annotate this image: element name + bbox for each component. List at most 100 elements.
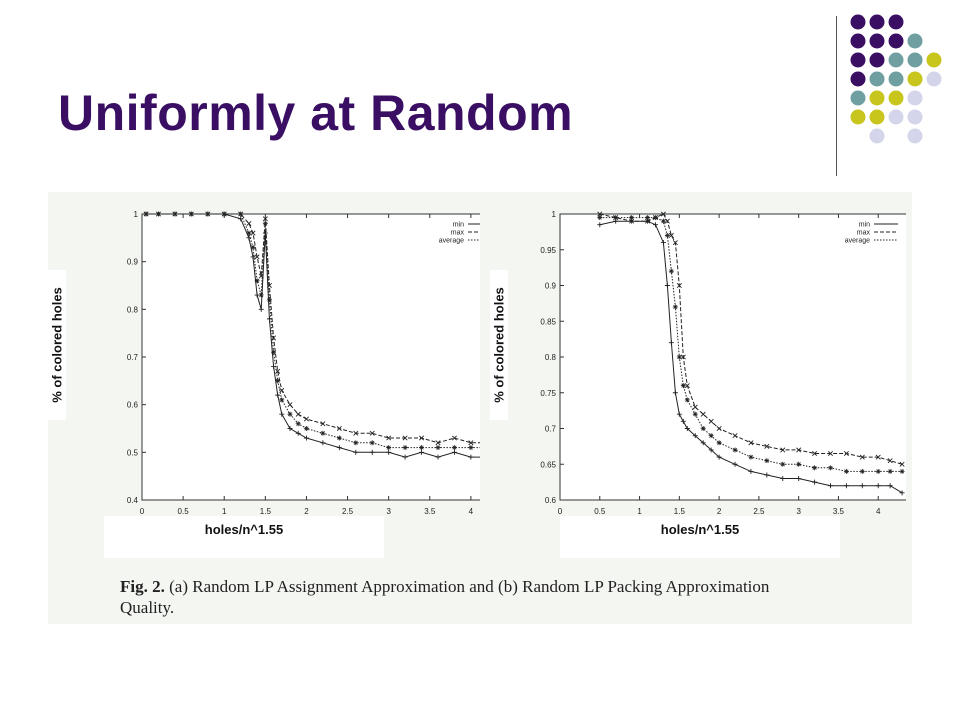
point-max [250, 230, 256, 236]
point-average [672, 304, 678, 310]
point-average [764, 458, 770, 464]
series-line-average [599, 217, 903, 472]
point-average [303, 426, 309, 431]
point-average [660, 218, 666, 224]
x-tick-label: 4 [469, 507, 474, 516]
point-min [660, 240, 666, 246]
x-tick-label: 3.5 [833, 507, 845, 516]
point-max [843, 451, 849, 457]
point-max [266, 282, 272, 289]
point-max [287, 402, 293, 408]
point-average [676, 354, 682, 360]
point-min [386, 449, 392, 455]
y-tick-label: 0.85 [540, 317, 556, 326]
point-min [748, 468, 754, 474]
point-average [172, 211, 178, 217]
point-average [353, 440, 359, 446]
point-average [250, 244, 256, 250]
chart-a: 00.511.522.533.544.50.40.50.60.70.80.91m… [80, 192, 480, 522]
decor-dot [888, 33, 904, 49]
point-average [221, 211, 227, 217]
point-average [435, 445, 441, 451]
point-average [258, 292, 264, 298]
point-average [875, 468, 881, 474]
point-max [451, 435, 457, 441]
point-min [279, 411, 285, 417]
point-min [435, 454, 441, 460]
point-min [676, 411, 682, 417]
point-max [369, 430, 375, 436]
point-average [188, 211, 194, 217]
point-average [205, 211, 211, 217]
x-tick-label: 0.5 [594, 507, 606, 516]
legend-label-average: average [439, 238, 464, 245]
point-min [597, 222, 603, 228]
y-tick-label: 1 [552, 210, 557, 219]
decor-dot [850, 90, 866, 106]
point-average [708, 433, 714, 439]
point-average [652, 215, 658, 221]
point-min [716, 454, 722, 460]
plot-frame [141, 213, 480, 501]
x-tick-label: 2 [304, 507, 309, 516]
point-min [664, 283, 670, 288]
point-average [843, 468, 849, 474]
y-tick-label: 0.75 [540, 389, 556, 398]
y-tick-label: 0.8 [545, 353, 557, 362]
point-average [859, 468, 865, 474]
point-min [369, 449, 375, 455]
decor-dot [907, 52, 923, 68]
point-max [676, 282, 682, 289]
point-min [827, 483, 833, 489]
x-tick-label: 3 [386, 507, 391, 516]
decor-dot [869, 128, 885, 144]
point-average [613, 215, 619, 221]
point-max [859, 454, 865, 460]
decor-dot [869, 33, 885, 49]
x-tick-label: 3.5 [424, 507, 436, 516]
point-max [780, 447, 786, 453]
point-average [780, 461, 786, 467]
point-min [402, 454, 408, 460]
decor-dot [907, 33, 923, 49]
point-min [303, 435, 309, 441]
y-tick-label: 0.9 [127, 258, 139, 267]
legend-label-average: average [845, 238, 870, 245]
point-min [336, 445, 342, 451]
series-line-min [599, 220, 903, 494]
point-max [279, 387, 285, 393]
y-tick-label: 0.6 [127, 401, 139, 410]
point-min [468, 454, 474, 460]
point-max [254, 254, 260, 260]
point-min [732, 461, 738, 467]
point-max [402, 435, 408, 441]
decor-dot [869, 90, 885, 106]
decor-dot [926, 52, 942, 68]
point-max [716, 425, 722, 432]
figure-caption: Fig. 2. (a) Random LP Assignment Approxi… [120, 576, 810, 618]
point-average [664, 232, 670, 238]
point-min [295, 430, 301, 436]
point-average [238, 211, 244, 217]
point-max [468, 440, 474, 446]
point-max [748, 440, 754, 446]
point-max [629, 218, 635, 224]
decor-dot [888, 52, 904, 68]
point-average [336, 435, 342, 441]
point-min [812, 479, 818, 485]
point-average [684, 397, 690, 403]
point-max [680, 354, 686, 360]
chart-a-ylabel-box: % of colored holes [48, 270, 66, 420]
plot-frame [559, 213, 906, 501]
caption-label: Fig. 2. [120, 577, 165, 596]
point-average [700, 426, 706, 431]
point-max [336, 425, 342, 432]
point-min [353, 449, 359, 455]
y-tick-label: 0.65 [540, 460, 556, 469]
point-max [764, 443, 770, 449]
point-max [386, 435, 392, 441]
point-min [796, 476, 802, 482]
chart-b-svg: 00.511.522.533.544.50.60.650.70.750.80.8… [540, 210, 906, 516]
decor-dot [907, 90, 923, 106]
y-tick-label: 0.5 [127, 448, 139, 457]
